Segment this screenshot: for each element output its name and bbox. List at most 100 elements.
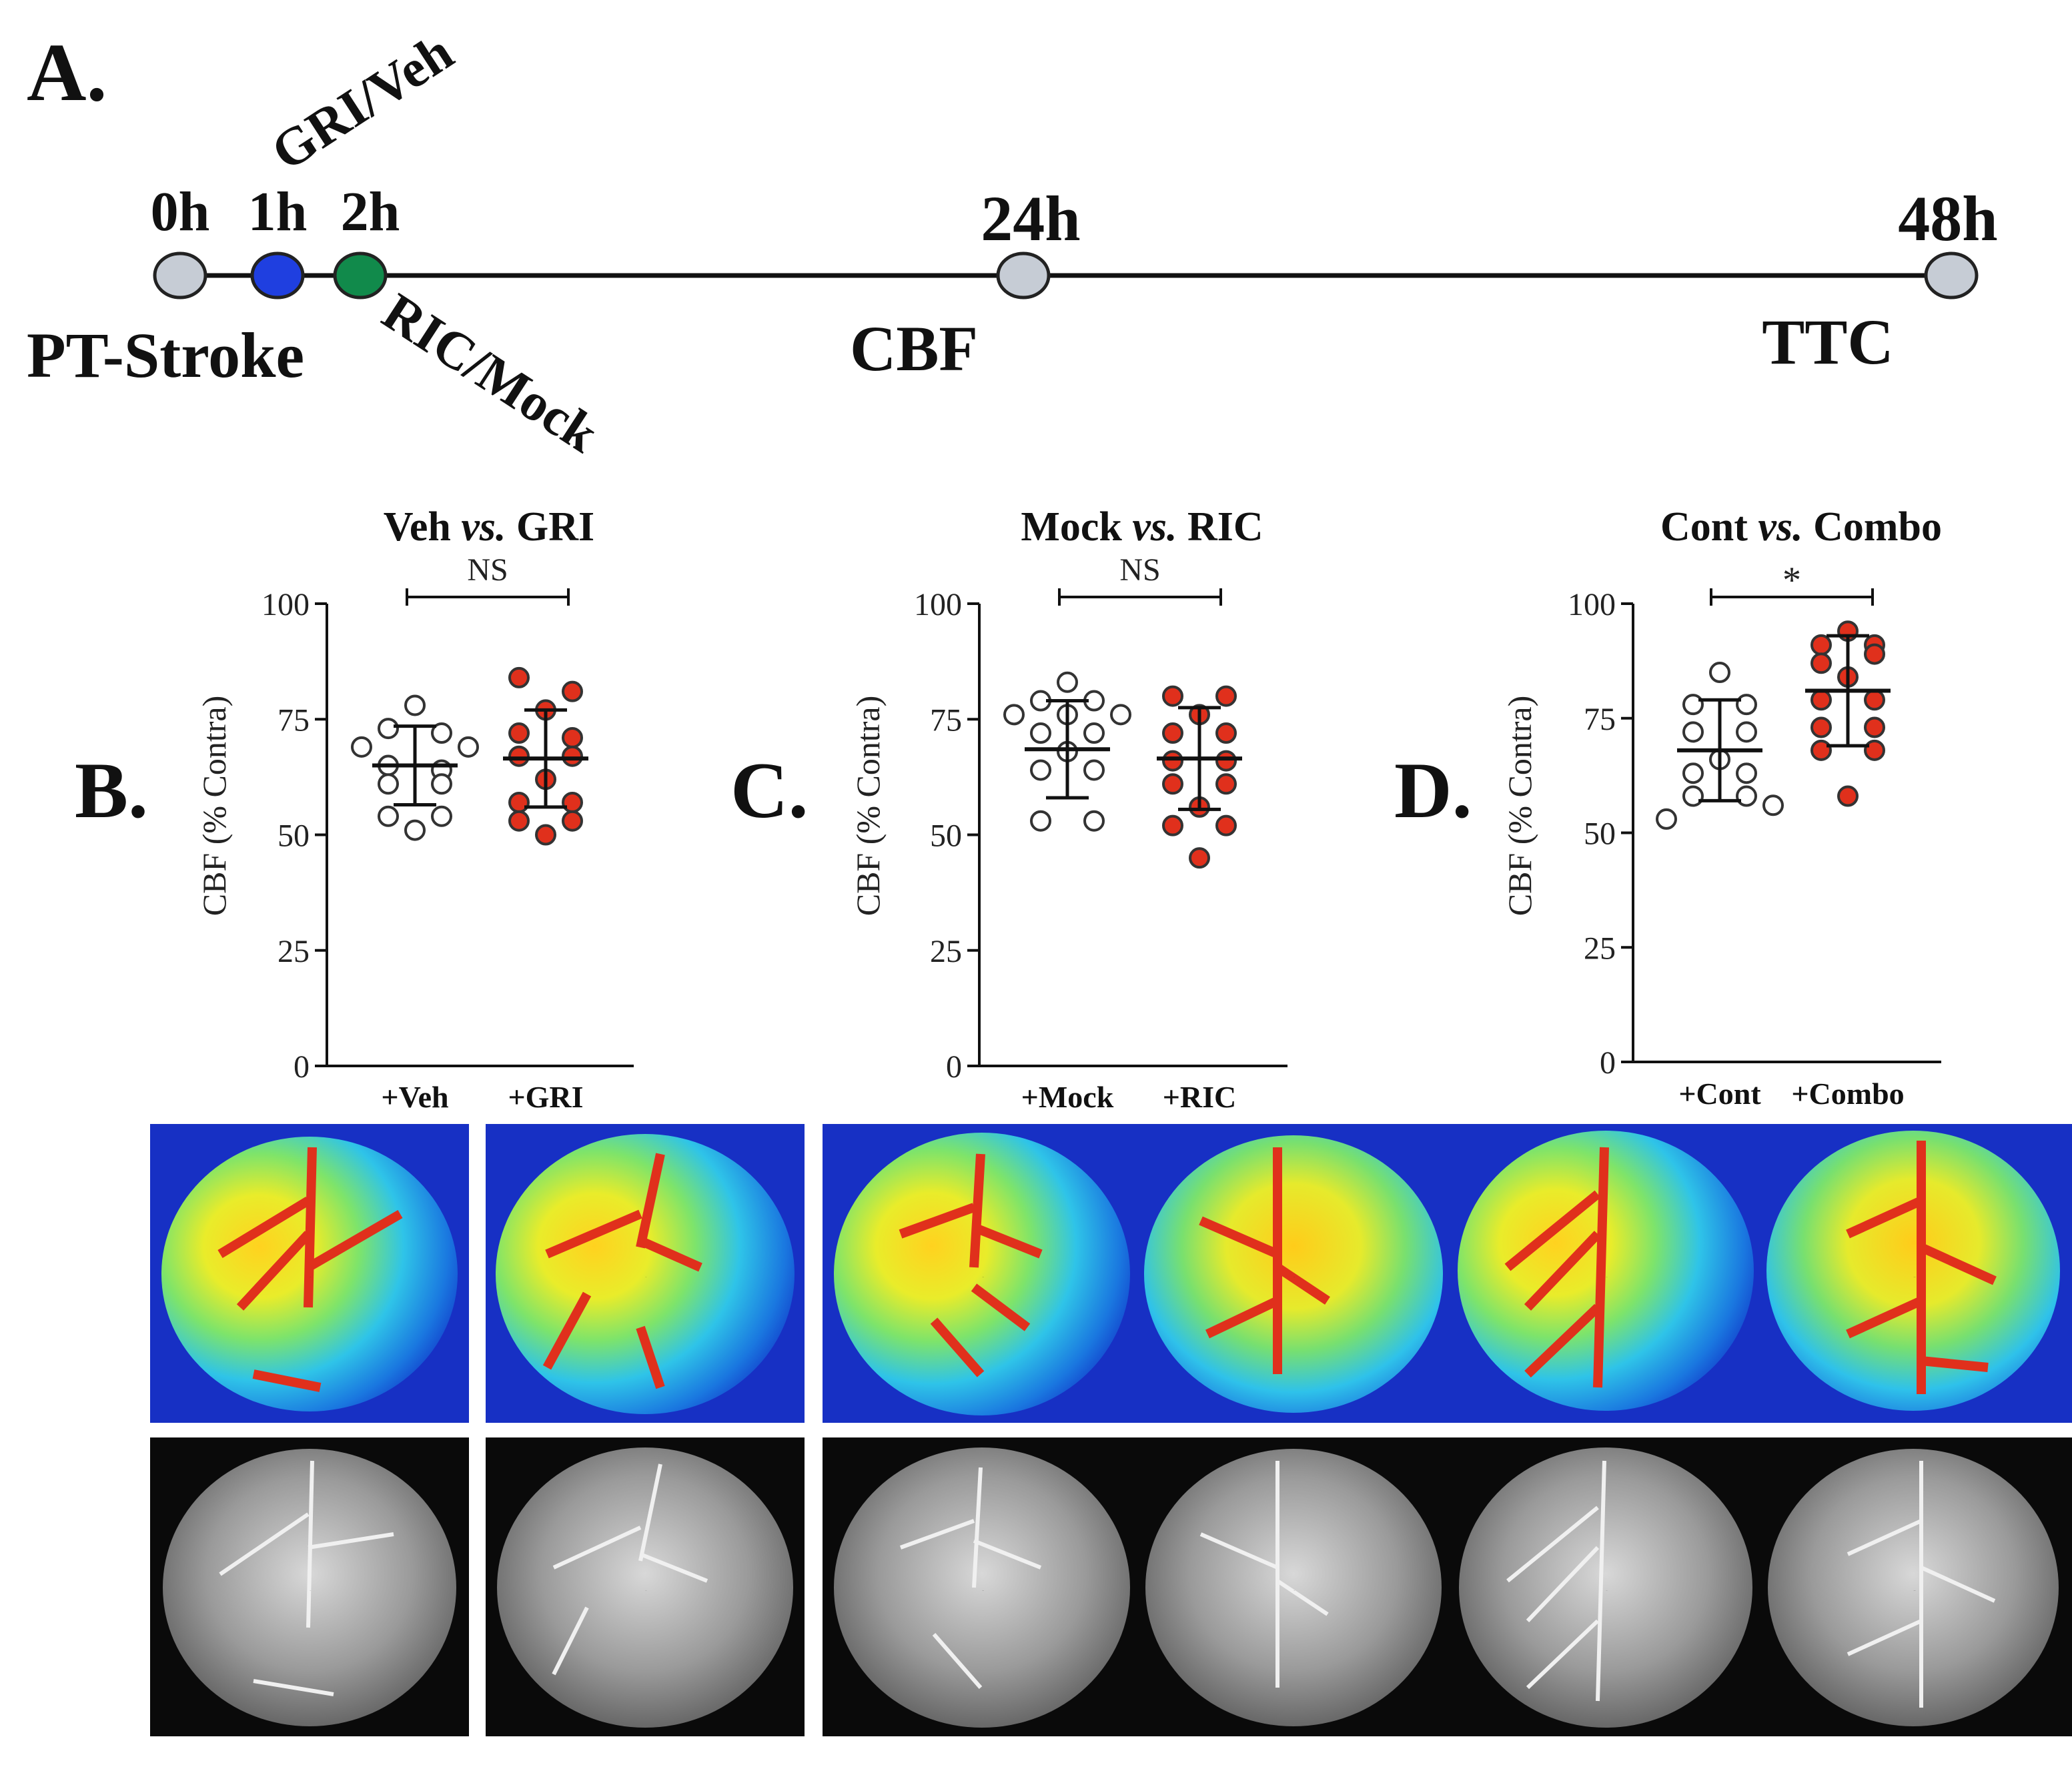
y-axis-label: CBF (% Contra) — [849, 696, 887, 917]
data-point — [562, 680, 583, 702]
data-point — [1864, 689, 1885, 711]
data-point — [1030, 722, 1051, 744]
data-point — [1003, 704, 1025, 726]
data-point — [404, 819, 426, 841]
timeline-time-24h: 24h — [981, 183, 1080, 254]
significance-bracket — [1710, 588, 1874, 606]
x-tick-label: +Mock — [1021, 1080, 1114, 1114]
data-point — [508, 666, 530, 688]
data-point — [1810, 739, 1832, 761]
data-point — [458, 736, 479, 758]
x-tick-label: +GRI — [508, 1080, 583, 1114]
data-point — [378, 773, 399, 795]
data-point — [508, 810, 530, 832]
significance-label: NS — [1119, 552, 1160, 588]
timeline-node-2h — [333, 251, 388, 300]
grayscale-image: +Mock — [823, 1437, 1141, 1736]
svg-text:+GRI: +GRI — [645, 1277, 647, 1278]
y-axis-label: CBF (% Contra) — [1501, 696, 1538, 917]
timeline-time-48h: 48h — [1898, 183, 1997, 254]
significance-bracket — [1058, 588, 1222, 606]
y-tick-label: 50 — [930, 818, 962, 854]
data-point — [1864, 716, 1885, 738]
data-point — [1837, 785, 1859, 807]
data-point — [1215, 750, 1237, 772]
data-point — [508, 791, 530, 813]
data-point — [1810, 652, 1832, 674]
svg-text:+RIC: +RIC — [1293, 1277, 1296, 1278]
grayscale-image: +Veh — [150, 1437, 469, 1736]
data-point — [1736, 721, 1757, 743]
y-tick-label: 100 — [1568, 587, 1616, 622]
svg-text:+Combo: +Combo — [1913, 1590, 1916, 1592]
data-point — [1736, 694, 1757, 716]
data-point — [1682, 721, 1704, 743]
data-point — [1030, 759, 1051, 781]
data-point — [1810, 689, 1832, 711]
data-point — [378, 805, 399, 827]
panel-label-d: D. — [1394, 746, 1472, 834]
significance-label: NS — [467, 552, 508, 588]
data-point — [1682, 762, 1704, 784]
data-point — [431, 805, 452, 827]
significance-bracket — [406, 588, 570, 606]
cbf-map-image: +GRI — [486, 1124, 805, 1423]
x-tick-label: +Combo — [1791, 1077, 1904, 1111]
data-point — [1083, 810, 1105, 832]
data-point — [378, 718, 399, 740]
significance-label: * — [1782, 560, 1801, 601]
y-tick-label: 0 — [1600, 1045, 1616, 1081]
chart-panel-d: D. Cont vs. Combo CBF (% Contra) +Cont +… — [1394, 504, 1942, 1111]
data-point — [1864, 739, 1885, 761]
y-tick-label: 75 — [930, 702, 962, 738]
chart-title: Cont vs. Combo — [1660, 504, 1942, 550]
panel-label-b: B. — [75, 746, 148, 834]
timeline-node-48h — [1924, 251, 1979, 300]
data-point — [1215, 722, 1237, 744]
grayscale-image-row: +Veh +GRI +Mock +RIC +Cont — [150, 1437, 2072, 1736]
y-axis-label: CBF (% Contra) — [195, 696, 233, 917]
data-point — [508, 745, 530, 767]
timeline-points — [153, 251, 1979, 300]
data-point — [1682, 694, 1704, 716]
cbf-map-image: +RIC — [1134, 1124, 1453, 1423]
timeline-label-ttc: TTC — [1762, 306, 1893, 378]
svg-text:+Combo: +Combo — [1913, 1277, 1916, 1278]
timeline-label-cbf: CBF — [850, 313, 978, 384]
cbf-map-image: +Cont — [1446, 1124, 1765, 1423]
data-point — [431, 773, 452, 795]
data-point — [535, 824, 556, 846]
y-tick-label: 100 — [914, 587, 962, 622]
cbf-map-image: +Combo — [1754, 1124, 2072, 1423]
data-point — [1083, 722, 1105, 744]
data-point — [1083, 759, 1105, 781]
cbf-map-image: +Mock — [823, 1124, 1141, 1423]
timeline-node-24h — [996, 251, 1051, 300]
svg-text:+Veh: +Veh — [310, 1590, 312, 1592]
y-tick-label: 25 — [1584, 931, 1616, 966]
data-point — [562, 810, 583, 832]
y-tick-label: 25 — [930, 934, 962, 969]
y-tick-label: 0 — [294, 1049, 310, 1085]
data-point — [1162, 773, 1183, 795]
data-point — [1810, 716, 1832, 738]
data-point — [1189, 847, 1210, 869]
data-point — [1762, 794, 1784, 816]
chart-title: Veh vs. GRI — [384, 504, 594, 550]
y-tick-label: 50 — [278, 818, 310, 854]
data-point — [1810, 634, 1832, 656]
x-tick-label: +RIC — [1163, 1080, 1237, 1114]
timeline-time-0h: 0h — [151, 181, 210, 243]
timeline-time-2h: 2h — [341, 181, 400, 243]
data-point — [431, 722, 452, 744]
timeline-node-0h — [153, 251, 207, 300]
data-point — [1682, 785, 1704, 807]
cbf-image-row: +Veh +GRI +Mock +RIC +Cont — [150, 1124, 2072, 1423]
data-point — [1162, 722, 1183, 744]
data-point — [1030, 810, 1051, 832]
panel-label-a: A. — [27, 27, 107, 118]
data-point — [404, 694, 426, 716]
data-point — [562, 791, 583, 813]
grayscale-image: +Cont — [1446, 1437, 1765, 1736]
